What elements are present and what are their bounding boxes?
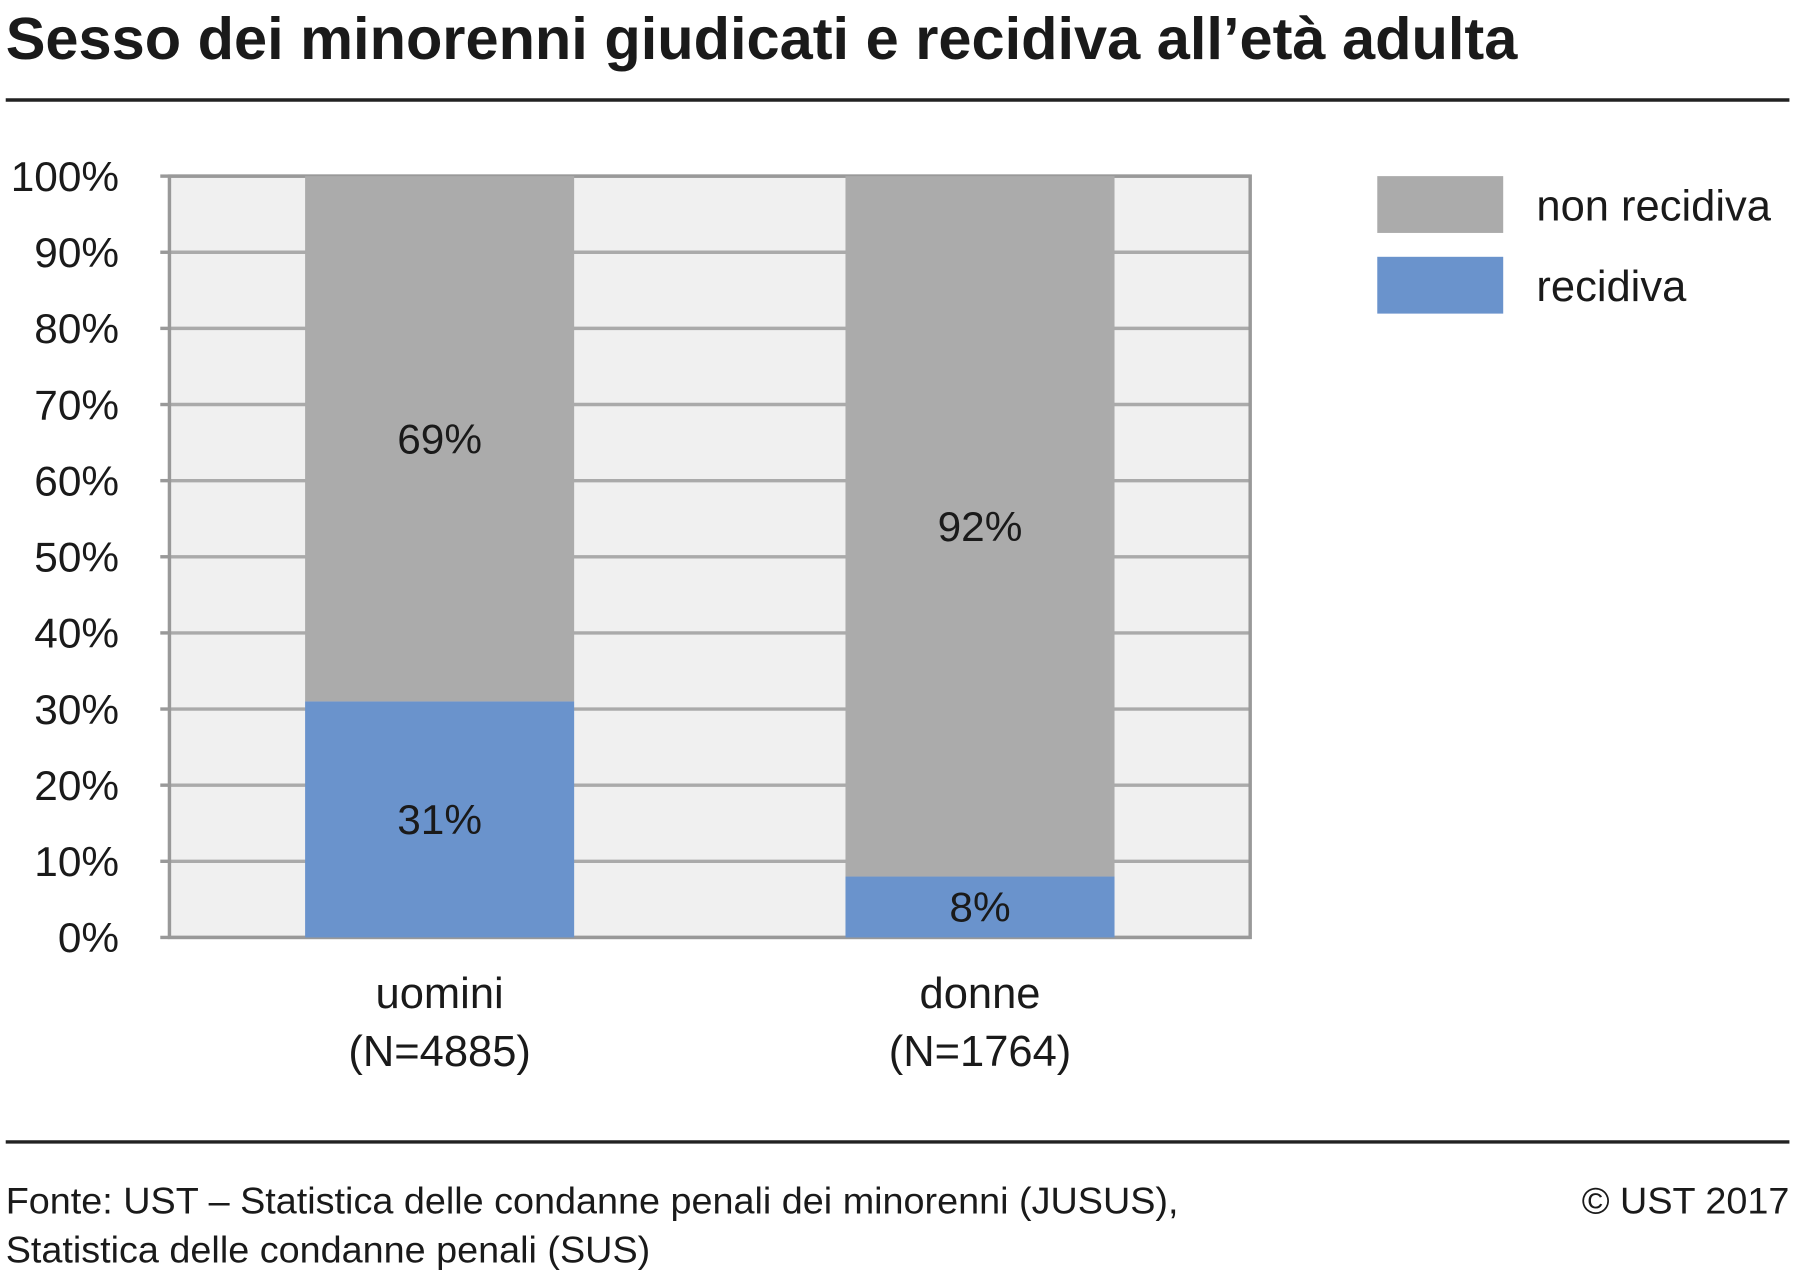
bar-segment xyxy=(305,176,575,702)
x-tick-note: (N=1764) xyxy=(889,1028,1072,1076)
bar-segment xyxy=(305,701,575,938)
y-tick-label: 60% xyxy=(34,458,119,505)
y-tick-label: 10% xyxy=(34,838,119,885)
legend-label: recidiva xyxy=(1536,263,1687,311)
y-tick-label: 40% xyxy=(34,610,119,657)
value-label: 8% xyxy=(949,884,1010,931)
y-tick-label: 100% xyxy=(11,153,119,200)
x-tick-label: donne xyxy=(920,970,1041,1018)
y-tick-label: 90% xyxy=(34,229,119,276)
y-tick-label: 50% xyxy=(34,534,119,581)
y-tick-label: 20% xyxy=(34,762,119,809)
x-tick-note: (N=4885) xyxy=(348,1028,531,1076)
y-tick-label: 30% xyxy=(34,686,119,733)
y-tick-label: 80% xyxy=(34,305,119,352)
bar-segment xyxy=(845,876,1115,938)
plot-border xyxy=(167,174,1252,940)
copyright: © UST 2017 xyxy=(1582,1180,1790,1222)
value-label: 92% xyxy=(938,503,1023,550)
value-label: 69% xyxy=(397,416,482,463)
chart-title: Sesso dei minorenni giudicati e recidiva… xyxy=(6,5,1519,72)
legend-swatch xyxy=(1377,256,1504,314)
source: Statistica delle condanne penali (SUS) xyxy=(6,1229,651,1271)
x-tick-label: uomini xyxy=(376,970,504,1018)
value-label: 31% xyxy=(397,796,482,843)
source: Fonte: UST – Statistica delle condanne p… xyxy=(6,1180,1179,1222)
y-tick-label: 0% xyxy=(58,914,119,961)
legend-label: non recidiva xyxy=(1536,183,1771,231)
y-tick-label: 70% xyxy=(34,381,119,428)
bar-segment xyxy=(845,176,1115,877)
legend-swatch xyxy=(1377,176,1504,233)
